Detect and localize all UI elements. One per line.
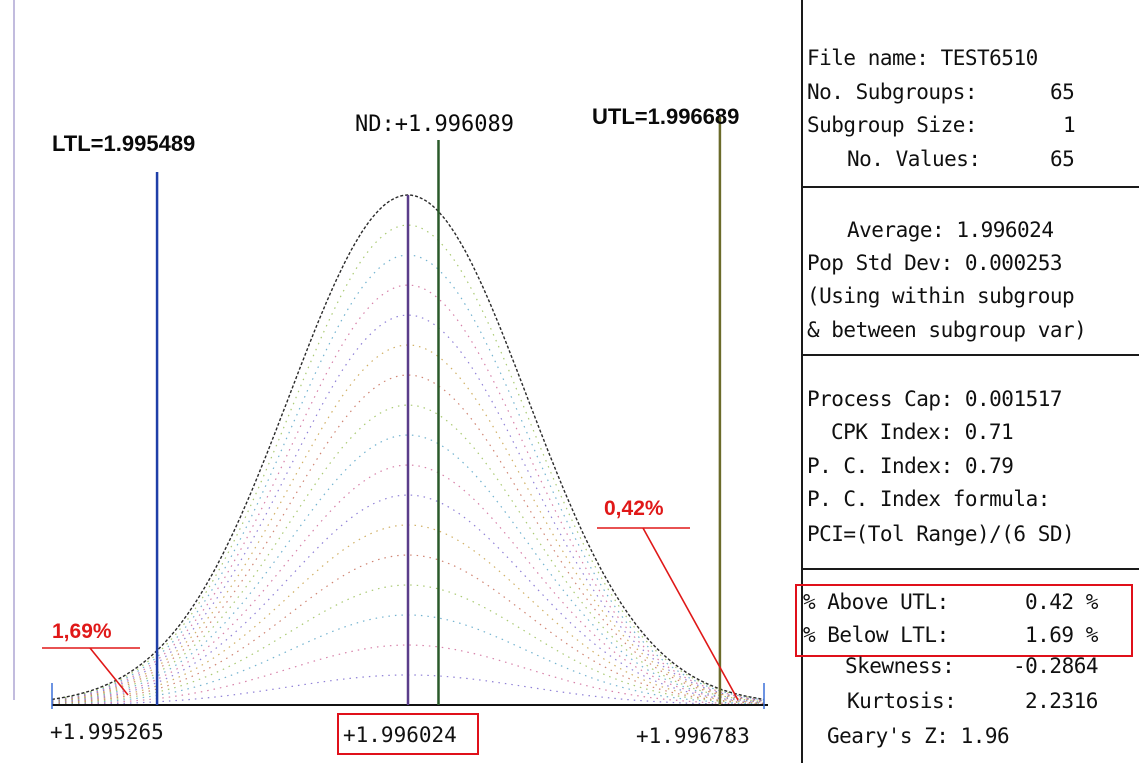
section-divider-1: [803, 186, 1139, 188]
nd-label: ND:+1.996089: [355, 112, 514, 137]
formula-label-row: P. C. Index formula:: [807, 487, 1050, 511]
skewness-value: -0.2864: [1013, 654, 1099, 678]
utl-label: UTL=1.996689: [592, 104, 740, 129]
mean-highlight-box: [337, 713, 479, 755]
file-name-label: File name:: [807, 46, 929, 70]
kurtosis-row: Kurtosis:: [847, 689, 957, 713]
subgroup-size-value: 1: [1063, 113, 1076, 137]
x-tick-label-mean: +1.996024: [343, 723, 457, 747]
stats-section: Average: 1.996024 Pop Std Dev: 0.000253 …: [803, 188, 1139, 354]
values-row: No. Values:: [847, 147, 981, 171]
kurtosis-label: Kurtosis:: [847, 689, 957, 713]
chart-area: LTL=1.995489 ND:+1.996089 UTL=1.996689 1…: [13, 0, 768, 755]
note-line-1: (Using within subgroup: [807, 284, 1075, 308]
std-value: 0.000253: [964, 251, 1063, 275]
geary-row: Geary's Z: 1.96: [827, 724, 1010, 748]
process-cap-row: Process Cap: 0.001517: [807, 387, 1063, 411]
normal-distribution-chart: [13, 0, 768, 709]
kurtosis-value: 2.2316: [1025, 689, 1098, 713]
geary-value: 1.96: [960, 724, 1010, 748]
curve-level-13: [51, 314, 765, 702]
above-utl-row: % Above UTL:: [803, 590, 949, 614]
values-label: No. Values:: [847, 147, 981, 171]
process-cap-label: Process Cap:: [807, 387, 953, 411]
tail-percent-highlight-box: [795, 584, 1133, 657]
distribution-section: % Above UTL: 0.42 % % Below LTL: 1.69 % …: [795, 570, 1139, 763]
below-ltl-label: % Below LTL:: [803, 623, 949, 647]
std-label: Pop Std Dev:: [807, 251, 953, 275]
pci-label: P. C. Index:: [807, 454, 953, 478]
below-ltl-value: 1.69 %: [1025, 623, 1098, 647]
above-utl-label: % Above UTL:: [803, 590, 949, 614]
note-line-2: & between subgroup var): [807, 318, 1087, 342]
above-utl-value: 0.42 %: [1025, 590, 1098, 614]
statistics-panel: File name: TEST6510 No. Subgroups: 65 Su…: [795, 0, 1139, 763]
x-tick-label-min: +1.995265: [50, 720, 164, 744]
cpk-label: CPK Index:: [831, 420, 953, 444]
file-name-value: TEST6510: [940, 46, 1039, 70]
section-divider-2: [803, 354, 1139, 356]
geary-label: Geary's Z:: [827, 724, 949, 748]
pct-below-pointer: [89, 647, 129, 696]
file-info-section: File name: TEST6510 No. Subgroups: 65 Su…: [803, 0, 1139, 186]
curve-level-9: [51, 434, 765, 703]
x-tick-label-max: +1.996783: [636, 724, 750, 748]
section-divider-3: [803, 568, 1139, 570]
pct-above-utl-label: 0,42%: [604, 497, 664, 520]
pct-below-ltl-label: 1,69%: [52, 620, 112, 643]
subgroups-row: No. Subgroups:: [807, 80, 978, 104]
subgroups-value: 65: [1050, 80, 1075, 104]
values-value: 65: [1050, 147, 1075, 171]
std-row: Pop Std Dev: 0.000253: [807, 251, 1063, 275]
skewness-row: Skewness:: [845, 654, 955, 678]
average-value: 1.996024: [956, 218, 1054, 242]
subgroup-size-row: Subgroup Size:: [807, 113, 978, 137]
curve-level-11: [51, 374, 765, 702]
file-name-row: File name: TEST6510: [807, 46, 1038, 70]
ltl-label: LTL=1.995489: [52, 131, 196, 156]
pci-row: P. C. Index: 0.79: [807, 454, 1014, 478]
average-label: Average:: [847, 218, 945, 242]
subgroup-size-label: Subgroup Size:: [807, 113, 978, 137]
cpk-row: CPK Index: 0.71: [831, 420, 1014, 444]
cpk-value: 0.71: [964, 420, 1014, 444]
below-ltl-row: % Below LTL:: [803, 623, 949, 647]
pci-value: 0.79: [964, 454, 1014, 478]
subgroups-label: No. Subgroups:: [807, 80, 978, 104]
capability-section: Process Cap: 0.001517 CPK Index: 0.71 P.…: [803, 356, 1139, 568]
pct-above-pointer: [642, 527, 739, 701]
panel-divider-vertical: [801, 0, 803, 763]
process-cap-value: 0.001517: [964, 387, 1063, 411]
average-row: Average: 1.996024: [847, 218, 1054, 242]
formula-row: PCI=(Tol Range)/(6 SD): [807, 522, 1075, 546]
skewness-label: Skewness:: [845, 654, 955, 678]
